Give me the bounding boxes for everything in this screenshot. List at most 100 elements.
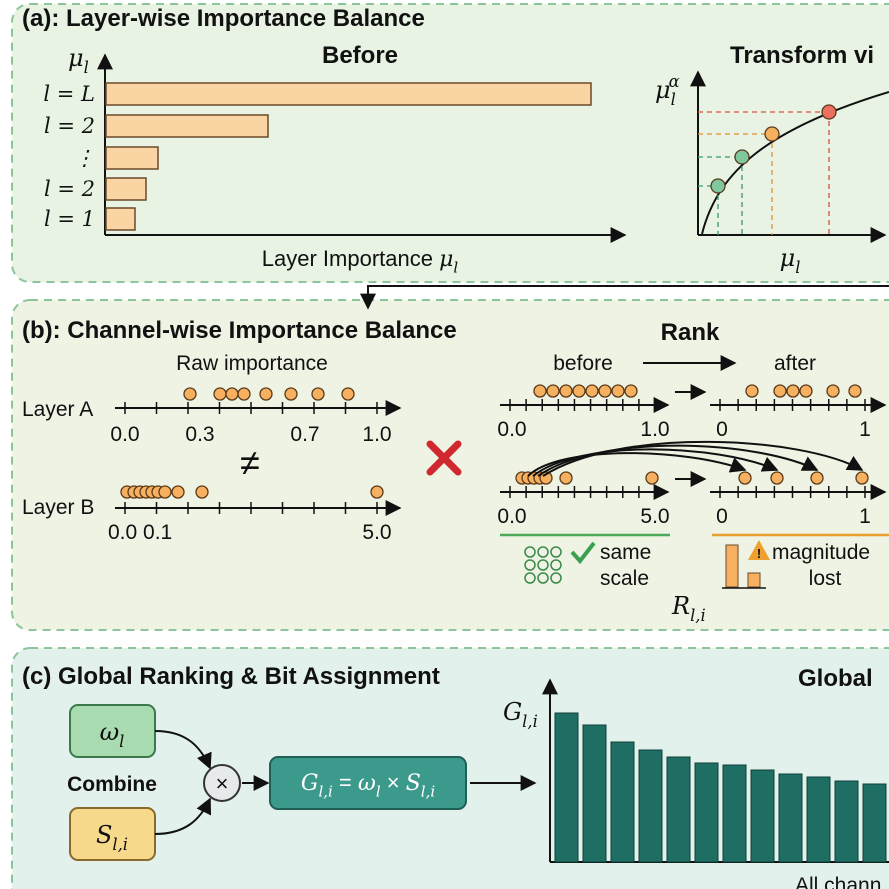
dot bbox=[598, 384, 612, 398]
math-base: μ bbox=[655, 76, 671, 104]
scale-dot bbox=[524, 546, 536, 558]
rank-arc bbox=[542, 440, 864, 477]
dot bbox=[572, 384, 586, 398]
math-base: ω bbox=[100, 718, 120, 746]
math-text: Layer Importance bbox=[262, 246, 439, 271]
dot bbox=[738, 471, 752, 485]
dot bbox=[183, 387, 197, 401]
math-sub: l,i bbox=[690, 606, 706, 625]
math-sub: l,i bbox=[421, 783, 436, 801]
math-base: R bbox=[671, 592, 690, 620]
dot bbox=[213, 387, 227, 401]
dot bbox=[773, 384, 787, 398]
omega-symbol: ωl bbox=[100, 718, 125, 751]
tick-label: 1.0 bbox=[362, 423, 391, 446]
dot bbox=[225, 387, 239, 401]
scale-dot bbox=[524, 559, 536, 571]
dot bbox=[311, 387, 325, 401]
dot bbox=[171, 485, 185, 499]
dot bbox=[559, 384, 573, 398]
tick-label: 1 bbox=[859, 418, 871, 441]
math-sub: l bbox=[453, 259, 458, 277]
lost-bar bbox=[725, 544, 739, 588]
transform-title: Transform vi bbox=[730, 42, 874, 69]
dot bbox=[710, 178, 726, 194]
tick-label: 0.0 0.1 bbox=[108, 521, 172, 544]
math-sub: l,i bbox=[522, 712, 538, 731]
scale-dot bbox=[537, 572, 549, 584]
math-sub: l bbox=[671, 90, 676, 109]
rank-bar bbox=[778, 773, 803, 863]
combine-label: Combine bbox=[67, 773, 157, 796]
bar-label: l = 2 bbox=[44, 177, 95, 201]
dot bbox=[237, 387, 251, 401]
tick-label: 0 bbox=[716, 418, 728, 441]
combine-arrow bbox=[154, 730, 212, 770]
rank-bar bbox=[750, 769, 775, 863]
math-text: = bbox=[333, 770, 358, 795]
lost-text: lost bbox=[809, 567, 842, 590]
rank-bar bbox=[834, 780, 859, 863]
dot bbox=[826, 384, 840, 398]
math-sub: l bbox=[119, 732, 124, 751]
math-text: × bbox=[381, 770, 406, 795]
rank-bar bbox=[638, 749, 663, 863]
magnitude-text: magnitude bbox=[772, 541, 870, 564]
tick-label: 0 bbox=[716, 505, 728, 528]
tick-label: 5.0 bbox=[362, 521, 391, 544]
bar bbox=[105, 177, 147, 201]
formula: Gl,i = ωl × Sl,i bbox=[301, 770, 435, 801]
before-label: before bbox=[553, 352, 613, 375]
dot bbox=[799, 384, 813, 398]
dot bbox=[848, 384, 862, 398]
tick-label: 0.7 bbox=[290, 423, 319, 446]
tick-label: 5.0 bbox=[640, 505, 669, 528]
raw-title: Raw importance bbox=[176, 352, 328, 375]
dot bbox=[821, 104, 837, 120]
math-sup: α bbox=[669, 72, 680, 91]
rank-bar bbox=[666, 756, 691, 863]
bar-label: l = 1 bbox=[44, 207, 95, 231]
times-symbol: × bbox=[216, 771, 229, 796]
dot bbox=[284, 387, 298, 401]
rank-arc bbox=[527, 452, 747, 477]
x-label: Layer Importance μl bbox=[262, 246, 459, 277]
rank-bar bbox=[694, 762, 719, 863]
rank-bar bbox=[862, 783, 887, 863]
dot bbox=[855, 471, 869, 485]
math-sub: l bbox=[84, 58, 89, 77]
y-label: μl bbox=[68, 44, 89, 77]
math-sub: l bbox=[376, 783, 381, 801]
transform-y-label: μlα bbox=[655, 72, 680, 109]
math-base: S bbox=[406, 771, 421, 796]
layer-a-label: Layer A bbox=[22, 398, 93, 421]
math-base: μ bbox=[439, 247, 453, 272]
warning-icon bbox=[748, 540, 770, 560]
math-base: ω bbox=[358, 771, 376, 796]
dot bbox=[734, 149, 750, 165]
dot bbox=[645, 471, 659, 485]
dot bbox=[770, 471, 784, 485]
rank-title: Rank bbox=[661, 319, 720, 346]
check-mark bbox=[570, 541, 596, 565]
panel-a-title: (a): Layer-wise Importance Balance bbox=[22, 5, 425, 32]
cross bbox=[426, 440, 462, 476]
dot bbox=[195, 485, 209, 499]
tick-label: 0.0 bbox=[110, 423, 139, 446]
tick-label: 0.0 bbox=[497, 418, 526, 441]
rank-bar bbox=[554, 712, 579, 863]
rank-arc bbox=[537, 444, 819, 477]
before-title: Before bbox=[322, 42, 398, 69]
panel-a-bg bbox=[11, 3, 889, 283]
dot bbox=[764, 126, 780, 142]
math-sub: l,i bbox=[112, 835, 128, 854]
rank-bar bbox=[582, 724, 607, 863]
bar bbox=[105, 82, 592, 106]
tick-label: 0.0 bbox=[497, 505, 526, 528]
transform-curve bbox=[701, 91, 889, 235]
score-symbol: Sl,i bbox=[96, 821, 128, 854]
dot bbox=[745, 384, 759, 398]
rank-bar bbox=[610, 741, 635, 863]
global-title: Global bbox=[798, 665, 873, 692]
bar bbox=[105, 114, 269, 138]
